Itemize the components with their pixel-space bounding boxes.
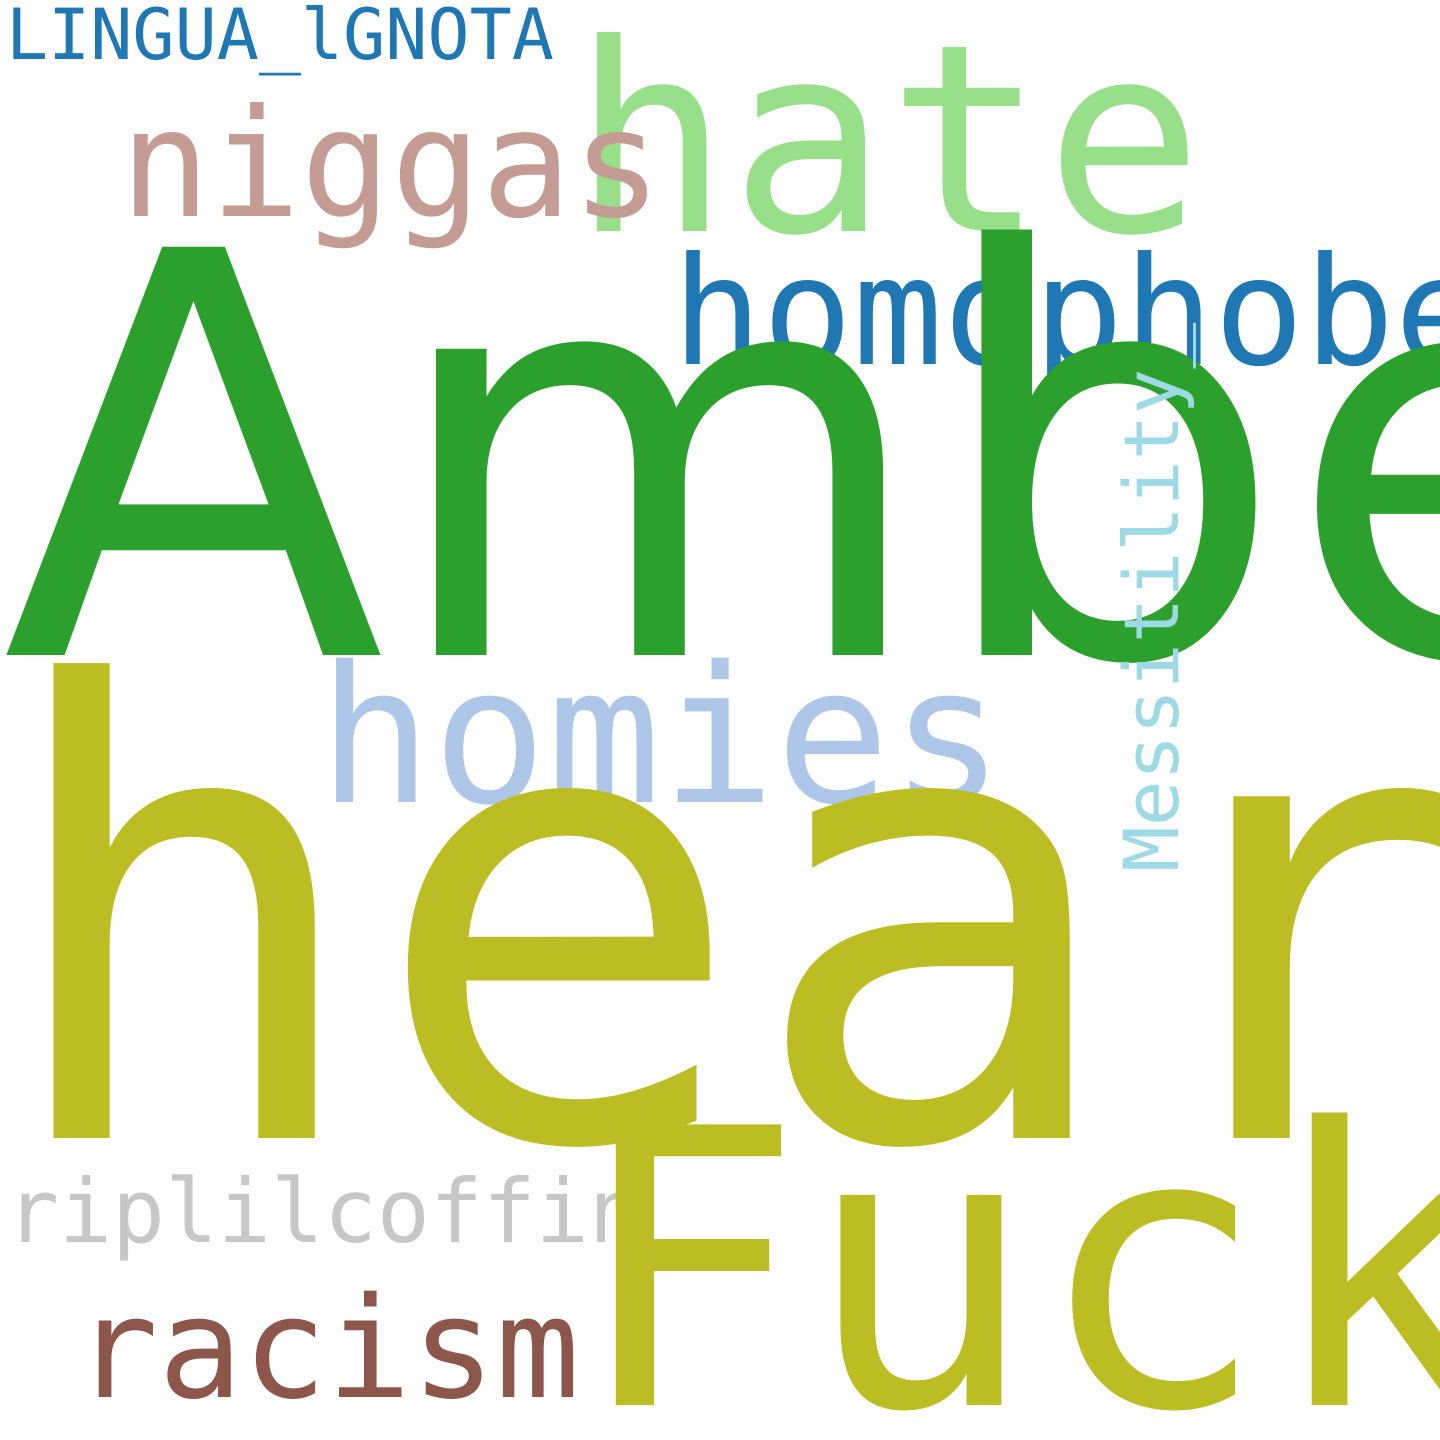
word-lingua-ignota: LINGUA_lGNOTA (6, 0, 554, 76)
word-riplilcoffin: riplilcoffin (6, 1160, 642, 1263)
word-racism: racism (74, 1268, 580, 1431)
word-messitility: Messitility_ (1107, 322, 1196, 872)
word-niggas: niggas (120, 78, 662, 252)
word-homophobes: homophobes (672, 226, 1440, 400)
word-heard: heard (0, 559, 1440, 1286)
word-amber: Amber (2, 136, 1440, 788)
word-homies: homies (318, 626, 1005, 847)
word-hate: hate (572, 0, 1203, 293)
word-fuck: Fuck (572, 1048, 1440, 1440)
